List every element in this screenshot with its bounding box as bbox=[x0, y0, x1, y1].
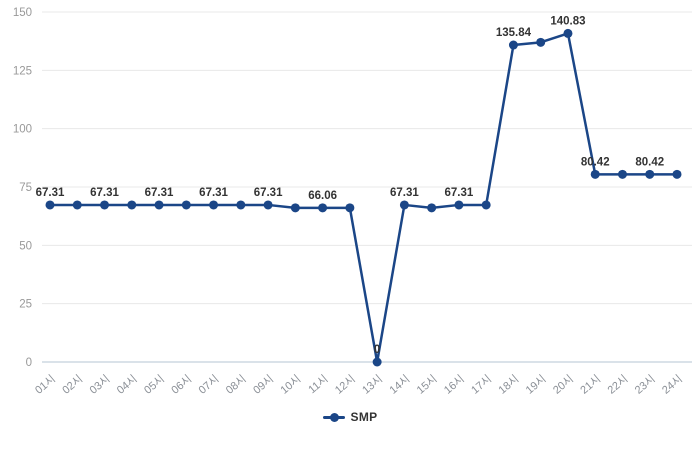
x-axis-tick-label: 22시 bbox=[606, 373, 631, 397]
x-axis-tick-label: 21시 bbox=[578, 373, 603, 397]
data-point-15시[interactable] bbox=[427, 203, 437, 213]
x-axis-tick-label: 07시 bbox=[197, 373, 222, 397]
x-axis-tick-label: 10시 bbox=[278, 373, 303, 397]
y-axis-tick-label: 75 bbox=[19, 182, 32, 194]
data-point-05시[interactable] bbox=[154, 200, 164, 210]
legend-label-smp: SMP bbox=[350, 410, 378, 424]
data-point-02시[interactable] bbox=[72, 200, 82, 210]
x-axis-tick-label: 11시 bbox=[306, 373, 330, 396]
data-label-11시: 66.06 bbox=[308, 190, 337, 202]
x-axis-tick-label: 15시 bbox=[415, 373, 440, 397]
x-axis-tick-label: 09시 bbox=[251, 373, 276, 397]
x-axis-tick-label: 20시 bbox=[551, 373, 576, 397]
data-point-07시[interactable] bbox=[209, 200, 219, 210]
data-label-23시: 80.42 bbox=[635, 156, 664, 168]
data-point-12시[interactable] bbox=[345, 203, 355, 213]
data-label-21시: 80.42 bbox=[581, 156, 610, 168]
data-point-21시[interactable] bbox=[590, 169, 600, 179]
data-label-01시: 67.31 bbox=[36, 187, 65, 199]
x-axis-tick-label: 13시 bbox=[360, 373, 385, 397]
data-point-06시[interactable] bbox=[181, 200, 191, 210]
data-label-05시: 67.31 bbox=[145, 187, 174, 199]
x-axis-tick-label: 24시 bbox=[660, 373, 685, 397]
x-axis-tick-label: 08시 bbox=[224, 373, 249, 397]
x-axis-tick-label: 05시 bbox=[142, 373, 167, 397]
x-axis-tick-label: 19시 bbox=[524, 373, 549, 397]
y-axis-tick-label: 50 bbox=[19, 240, 32, 252]
data-point-09시[interactable] bbox=[263, 200, 273, 210]
data-label-03시: 67.31 bbox=[90, 187, 119, 199]
data-point-14시[interactable] bbox=[399, 200, 409, 210]
y-axis-tick-label: 25 bbox=[19, 299, 32, 311]
y-axis-tick-label: 150 bbox=[13, 7, 32, 19]
data-label-09시: 67.31 bbox=[254, 187, 283, 199]
line-chart-canvas: 0 25 50 75 100 125 150 01시 02시 03시 04시 05시 06시 07시 08시… bbox=[13, 7, 692, 397]
data-label-20시: 140.83 bbox=[550, 15, 585, 27]
data-point-13시[interactable] bbox=[372, 357, 382, 367]
data-point-16시[interactable] bbox=[454, 200, 464, 210]
data-point-17시[interactable] bbox=[481, 200, 491, 210]
data-point-11시[interactable] bbox=[318, 203, 328, 213]
data-point-18시[interactable] bbox=[508, 40, 518, 50]
x-axis-tick-label: 23시 bbox=[633, 373, 658, 397]
smp-series-line bbox=[48, 32, 679, 364]
data-point-23시[interactable] bbox=[645, 169, 655, 179]
x-axis-tick-label: 02시 bbox=[60, 373, 85, 397]
x-axis-tick-label: 18시 bbox=[497, 373, 522, 397]
data-label-13시: 0 bbox=[374, 344, 380, 356]
x-axis-tick-label: 04시 bbox=[115, 373, 140, 397]
data-point-03시[interactable] bbox=[100, 200, 110, 210]
smp-series-marker-icon bbox=[322, 412, 345, 422]
x-axis-tick-label: 01시 bbox=[33, 373, 58, 397]
x-axis-tick-label: 17시 bbox=[469, 373, 494, 397]
data-point-08시[interactable] bbox=[236, 200, 246, 210]
y-axis-tick-label: 100 bbox=[13, 124, 32, 136]
x-axis-tick-label: 06시 bbox=[169, 373, 194, 397]
x-axis-tick-label: 14시 bbox=[387, 373, 412, 397]
data-label-16시: 67.31 bbox=[445, 187, 474, 199]
x-axis-tick-label: 12시 bbox=[333, 373, 358, 397]
legend-item-smp[interactable]: SMP bbox=[322, 410, 378, 424]
data-label-14시: 67.31 bbox=[390, 187, 419, 199]
data-point-24시[interactable] bbox=[672, 169, 682, 179]
data-label-07시: 67.31 bbox=[199, 187, 228, 199]
x-axis-tick-label: 16시 bbox=[442, 373, 467, 397]
data-point-10시[interactable] bbox=[290, 203, 300, 213]
y-axis-tick-label: 125 bbox=[13, 65, 32, 77]
data-label-18시: 135.84 bbox=[496, 27, 532, 39]
x-axis-tick-label: 03시 bbox=[88, 373, 113, 397]
y-axis-tick-label: 0 bbox=[26, 357, 32, 369]
data-point-22시[interactable] bbox=[617, 169, 627, 179]
data-point-01시[interactable] bbox=[45, 200, 55, 210]
data-point-20시[interactable] bbox=[563, 28, 573, 38]
data-point-19시[interactable] bbox=[536, 37, 546, 47]
data-point-04시[interactable] bbox=[127, 200, 137, 210]
chart-legend: SMP bbox=[0, 410, 700, 424]
